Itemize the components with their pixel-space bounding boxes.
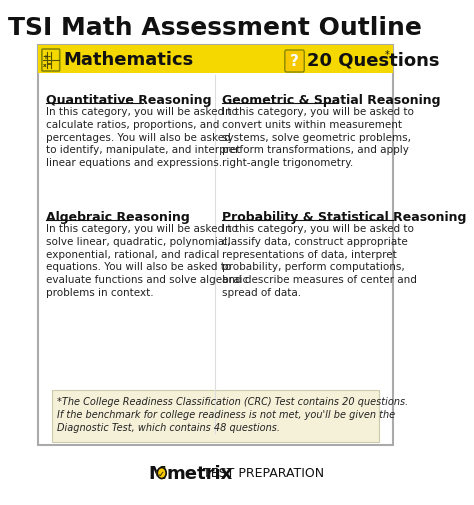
FancyBboxPatch shape — [42, 50, 60, 72]
Text: Geometric & Spatial Reasoning: Geometric & Spatial Reasoning — [222, 94, 440, 107]
FancyBboxPatch shape — [285, 51, 304, 73]
Text: metrix: metrix — [166, 464, 233, 482]
Text: In this category, you will be asked to
convert units within measurement
systems,: In this category, you will be asked to c… — [222, 107, 413, 168]
Text: In this category, you will be asked to
classify data, construct appropriate
repr: In this category, you will be asked to c… — [222, 224, 417, 297]
Text: -: - — [48, 54, 51, 60]
FancyBboxPatch shape — [52, 390, 379, 442]
Text: Quantitative Reasoning: Quantitative Reasoning — [46, 94, 211, 107]
Text: *: * — [384, 50, 389, 60]
FancyBboxPatch shape — [38, 46, 392, 445]
Text: M: M — [149, 464, 167, 482]
Text: Mathematics: Mathematics — [64, 51, 194, 69]
Text: =: = — [47, 63, 52, 67]
Circle shape — [157, 468, 166, 479]
Text: 20 Questions: 20 Questions — [307, 51, 439, 69]
Text: Algebraic Reasoning: Algebraic Reasoning — [46, 211, 190, 224]
Text: In this category, you will be asked to
solve linear, quadratic, polynomial,
expo: In this category, you will be asked to s… — [46, 224, 248, 297]
Text: x: x — [44, 63, 47, 67]
Text: TEST PREPARATION: TEST PREPARATION — [203, 467, 324, 480]
Text: ?: ? — [290, 54, 299, 68]
Text: Probability & Statistical Reasoning: Probability & Statistical Reasoning — [222, 211, 466, 224]
FancyBboxPatch shape — [38, 46, 392, 74]
Text: TSI Math Assessment Outline: TSI Math Assessment Outline — [8, 16, 422, 40]
Text: *The College Readiness Classification (CRC) Test contains 20 questions.
If the b: *The College Readiness Classification (C… — [57, 396, 409, 433]
Text: In this category, you will be asked to
calculate ratios, proportions, and
percen: In this category, you will be asked to c… — [46, 107, 240, 168]
Text: ✓: ✓ — [158, 469, 165, 478]
Text: +: + — [42, 54, 48, 60]
